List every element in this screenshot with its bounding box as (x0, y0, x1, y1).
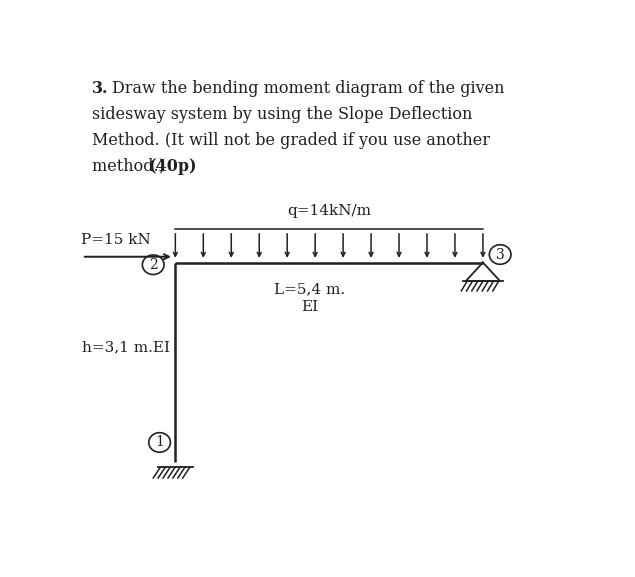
Text: 3.: 3. (91, 80, 108, 98)
Text: L=5,4 m.: L=5,4 m. (274, 282, 345, 296)
Text: (40p): (40p) (149, 158, 197, 175)
Text: Method. (It will not be graded if you use another: Method. (It will not be graded if you us… (91, 132, 490, 149)
Text: method.): method.) (91, 158, 170, 175)
Text: q=14kN/m: q=14kN/m (287, 204, 371, 218)
Text: Draw the bending moment diagram of the given: Draw the bending moment diagram of the g… (112, 80, 505, 98)
Text: 3: 3 (496, 248, 505, 261)
Text: P=15 kN: P=15 kN (81, 233, 150, 247)
Text: EI: EI (301, 300, 318, 314)
Text: 2: 2 (149, 258, 157, 272)
Text: sidesway system by using the Slope Deflection: sidesway system by using the Slope Defle… (91, 106, 472, 123)
Text: h=3,1 m.EI: h=3,1 m.EI (82, 340, 170, 354)
Text: 1: 1 (155, 436, 164, 449)
